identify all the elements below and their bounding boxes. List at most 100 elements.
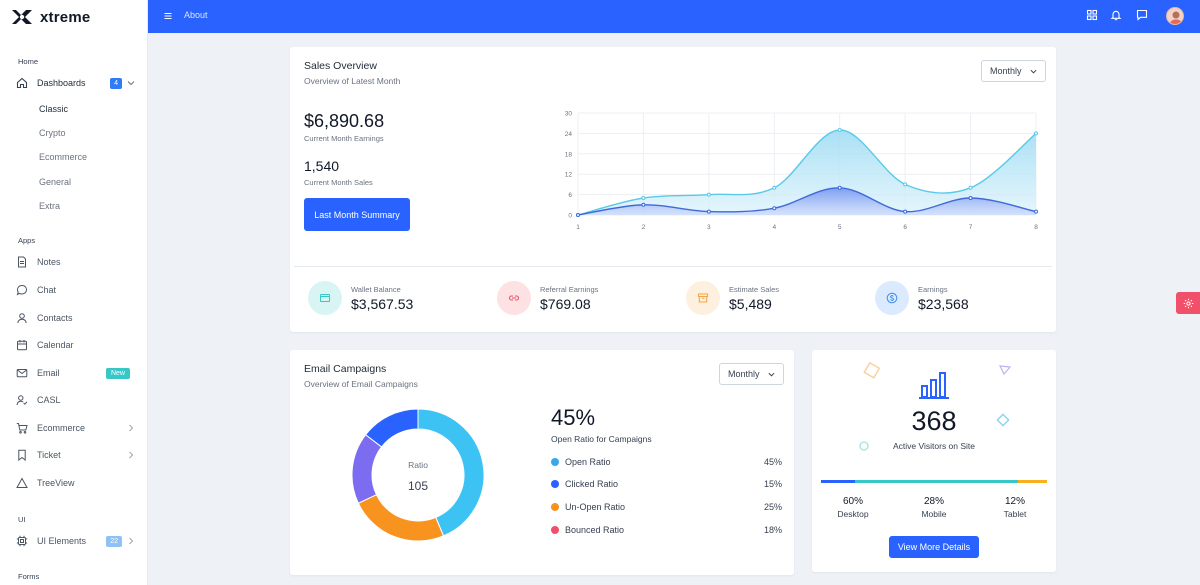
chat-bubble-icon: [16, 284, 28, 296]
sidebar-item-treeview[interactable]: TreeView: [16, 474, 135, 492]
sidebar-item-ticket[interactable]: Ticket: [16, 446, 135, 464]
x-tick-label: 1: [576, 224, 580, 231]
series-line-2: [577, 187, 1037, 216]
sidebar-item-chat[interactable]: Chat: [16, 281, 135, 299]
user-avatar[interactable]: [1166, 7, 1184, 25]
segment-percent: 28%: [923, 496, 944, 507]
sidebar: xtreme Home Dashboards 4 Classic Crypto …: [0, 0, 148, 585]
legend-value: 45%: [763, 457, 782, 467]
stat-icon-circle: [875, 281, 909, 315]
sidebar-item-calendar[interactable]: Calendar: [16, 336, 135, 354]
sales-period-select[interactable]: Monthly: [981, 60, 1046, 82]
sidebar-item-label: Chat: [37, 285, 57, 295]
sidebar-item-ui-elements[interactable]: UI Elements 22: [16, 532, 135, 550]
sidebar-item-label: Dashboards: [37, 78, 86, 88]
topbar: About: [148, 0, 1200, 33]
chevron-down-icon: [768, 372, 775, 377]
series-2-point: [903, 209, 908, 214]
section-forms: Forms: [18, 572, 40, 581]
sidebar-item-label: Notes: [37, 257, 61, 267]
brand-name: xtreme: [40, 8, 91, 26]
x-tick-label: 4: [772, 224, 776, 231]
logo-icon: [12, 10, 32, 24]
divider: [294, 266, 1052, 267]
legend-name: Bounced Ratio: [565, 525, 625, 535]
legend-name: Clicked Ratio: [565, 479, 619, 489]
user-icon: [16, 312, 28, 324]
open-ratio-label: Open Ratio for Campaigns: [551, 434, 652, 444]
y-tick-label: 24: [565, 131, 573, 138]
sidebar-item-label: Ecommerce: [37, 423, 86, 433]
series-area-1: [578, 129, 1036, 215]
card-subtitle: Overview of Latest Month: [304, 76, 401, 86]
donut-slice: [364, 408, 419, 448]
segment-name: Mobile: [921, 509, 947, 519]
cart-icon: [16, 422, 28, 434]
legend-dot: [551, 480, 559, 488]
legend-item-unopen-ratio: Un-Open Ratio 25%: [551, 500, 782, 514]
series-1-point: [772, 185, 777, 190]
email-period-select[interactable]: Monthly: [719, 363, 784, 385]
stat-label: Wallet Balance: [351, 284, 401, 294]
series-1-point: [1034, 131, 1038, 136]
about-link[interactable]: About: [184, 10, 208, 20]
stat-label: Earnings: [918, 284, 948, 294]
series-line-1: [577, 129, 1037, 216]
triangle-icon: [16, 477, 28, 489]
segment-percent: 60%: [842, 496, 863, 507]
sidebar-sub-extra[interactable]: Extra: [39, 201, 61, 211]
grid-icon[interactable]: [1086, 9, 1098, 21]
sidebar-item-label: UI Elements: [37, 536, 87, 546]
chevron-right-icon: [129, 424, 134, 432]
sidebar-sub-general[interactable]: General: [39, 177, 72, 187]
stat-wallet-balance: Wallet Balance $3,567.53: [308, 280, 413, 316]
donut-slice: [357, 494, 445, 542]
visitors-tablet: 12% Tablet: [975, 496, 1055, 519]
series-area-2: [578, 187, 1036, 215]
x-tick-label: 5: [838, 224, 842, 231]
menu-icon[interactable]: [164, 11, 172, 21]
series-1-point: [641, 196, 646, 200]
legend-item-open-ratio: Open Ratio 45%: [551, 455, 782, 469]
series-2-point: [837, 185, 842, 190]
x-tick-label: 7: [969, 224, 973, 231]
donut-slice: [417, 408, 485, 537]
settings-button[interactable]: [1176, 292, 1200, 314]
stat-label: Estimate Sales: [729, 284, 780, 294]
cpu-icon: [16, 535, 28, 547]
last-month-summary-button[interactable]: Last Month Summary: [304, 198, 410, 231]
legend-value: 18%: [763, 525, 782, 535]
calendar-icon: [16, 339, 28, 351]
stat-label: Referral Earnings: [540, 284, 599, 294]
dashboards-count-badge: 4: [110, 77, 122, 89]
x-tick-label: 6: [903, 224, 907, 231]
y-tick-label: 30: [565, 111, 573, 118]
decor-diamond-icon: [996, 413, 1010, 427]
sidebar-sub-classic[interactable]: Classic: [39, 104, 69, 114]
sidebar-item-label: Calendar: [37, 340, 74, 350]
series-1-point: [968, 185, 973, 190]
sidebar-item-casl[interactable]: CASL: [16, 391, 135, 409]
message-icon[interactable]: [1136, 9, 1148, 21]
home-icon: [16, 77, 28, 89]
brand[interactable]: xtreme: [10, 6, 90, 28]
view-more-details-button[interactable]: View More Details: [889, 536, 979, 558]
visitors-count: 368: [911, 406, 957, 436]
sidebar-sub-crypto[interactable]: Crypto: [39, 128, 66, 138]
chevron-down-icon: [127, 81, 135, 86]
chevron-right-icon: [129, 537, 134, 545]
sidebar-item-notes[interactable]: Notes: [16, 253, 135, 271]
archive-icon: [698, 293, 708, 303]
sidebar-item-contacts[interactable]: Contacts: [16, 309, 135, 327]
legend-dot: [551, 503, 559, 511]
y-tick-label: 0: [568, 213, 572, 220]
bell-icon[interactable]: [1110, 9, 1122, 21]
sidebar-item-ecommerce[interactable]: Ecommerce: [16, 419, 135, 437]
series-2-point: [706, 209, 711, 214]
sidebar-item-dashboards[interactable]: Dashboards 4: [16, 74, 135, 92]
sidebar-sub-ecommerce[interactable]: Ecommerce: [39, 152, 88, 162]
decor-circle-icon: [859, 441, 869, 451]
sidebar-item-email[interactable]: Email New: [16, 364, 135, 382]
visitors-desktop: 60% Desktop: [813, 496, 893, 519]
